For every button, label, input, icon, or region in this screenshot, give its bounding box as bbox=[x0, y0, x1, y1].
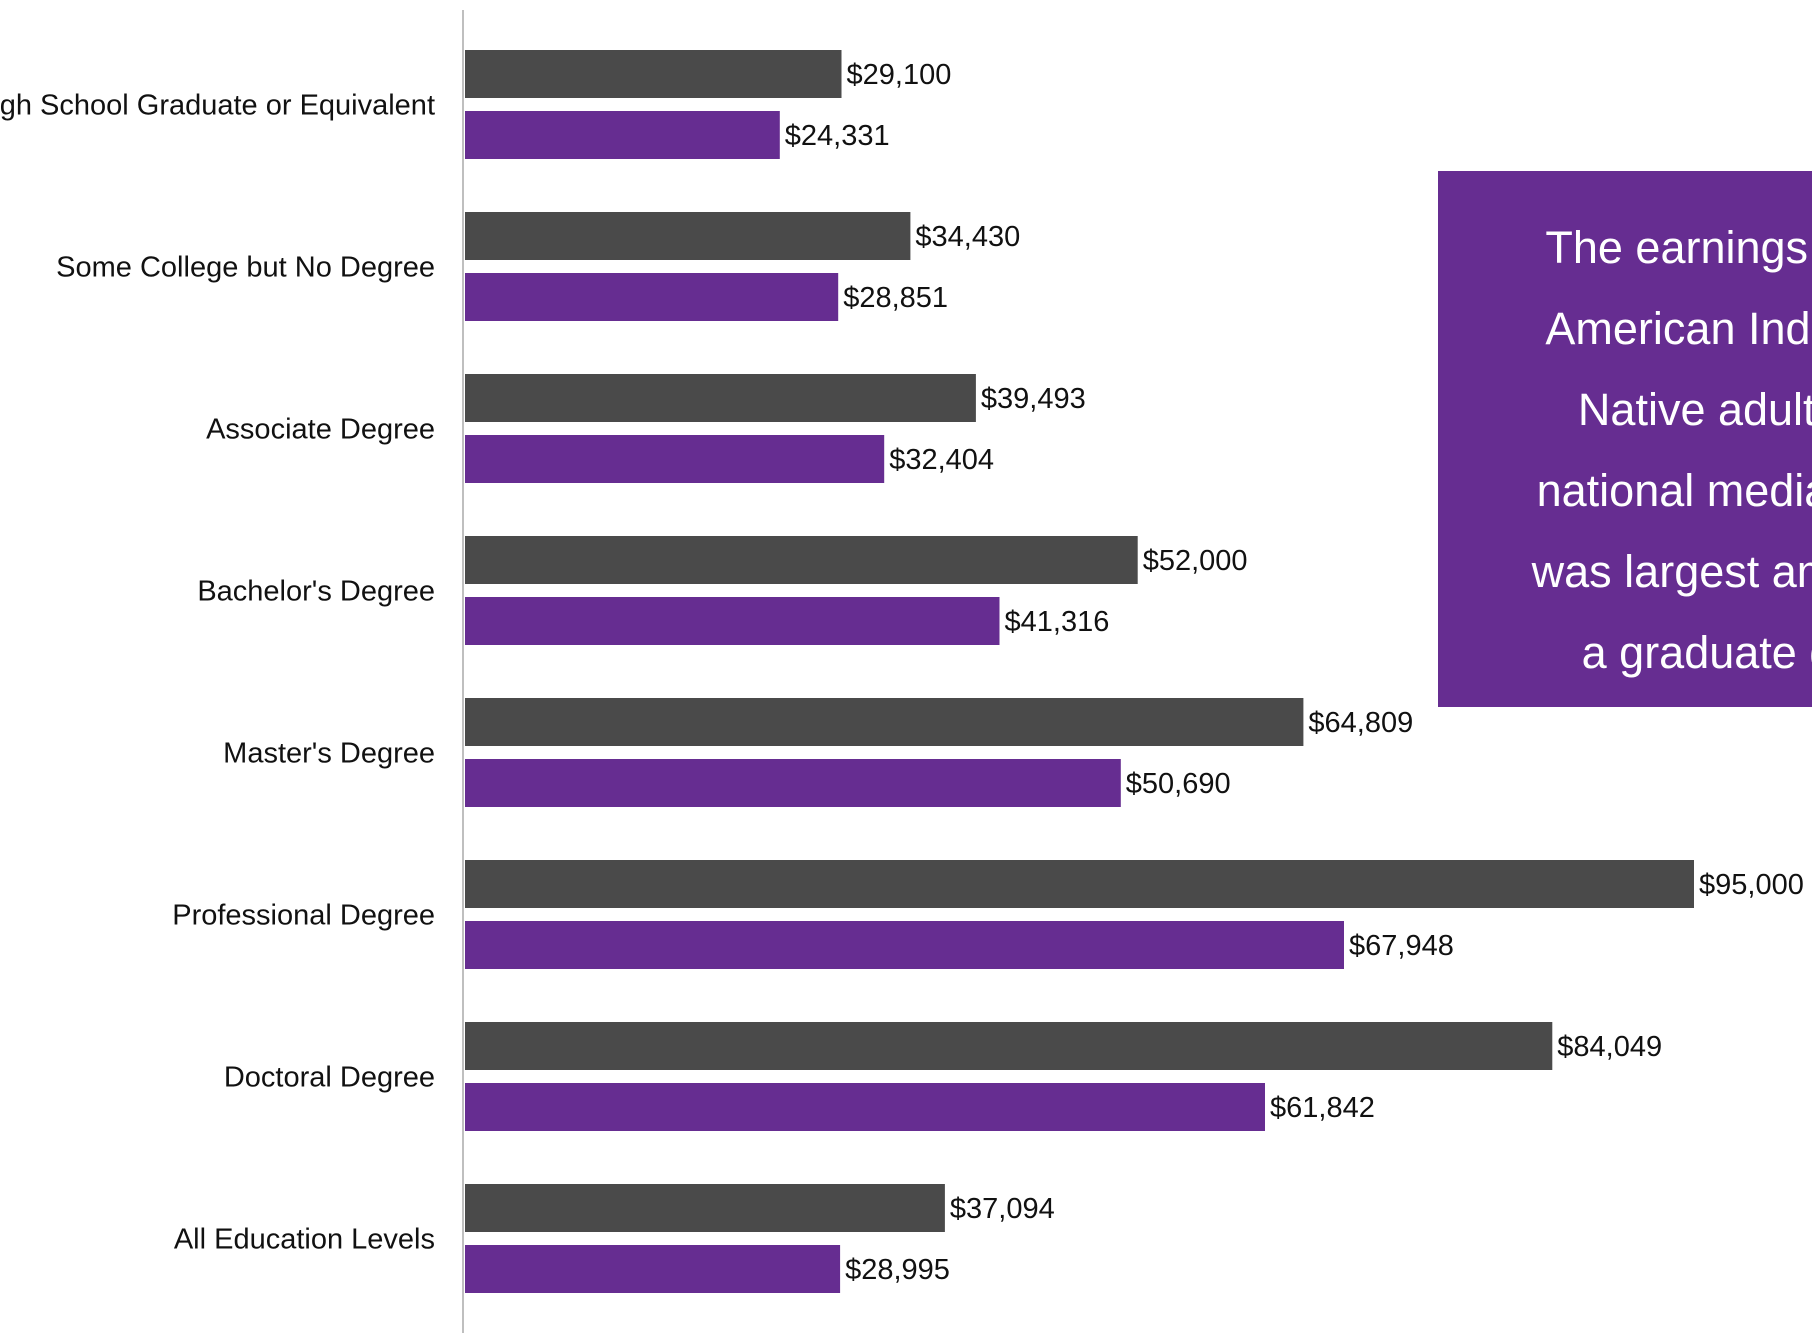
value-label-series-1-7: $37,094 bbox=[950, 1193, 1055, 1225]
category-label-3: Bachelor's Degree bbox=[197, 576, 435, 608]
value-label-series-1-0: $29,100 bbox=[847, 59, 952, 91]
category-label-1: Some College but No Degree bbox=[56, 252, 435, 284]
value-label-series-1-2: $39,493 bbox=[981, 383, 1086, 415]
value-label-series-2-5: $67,948 bbox=[1349, 930, 1454, 962]
value-label-series-1-6: $84,049 bbox=[1557, 1031, 1662, 1063]
category-label-2: Associate Degree bbox=[206, 414, 435, 446]
category-label-4: Master's Degree bbox=[223, 738, 435, 770]
bar-series-2-1 bbox=[465, 273, 839, 321]
bar-series-1-3 bbox=[465, 536, 1138, 584]
callout-line-3: national median f bbox=[1536, 465, 1812, 516]
bar-series-2-6 bbox=[465, 1083, 1265, 1131]
bar-series-2-3 bbox=[465, 597, 1000, 645]
value-label-series-2-6: $61,842 bbox=[1270, 1092, 1375, 1124]
category-label-6: Doctoral Degree bbox=[224, 1062, 435, 1094]
value-label-series-1-1: $34,430 bbox=[915, 221, 1020, 253]
value-label-series-2-2: $32,404 bbox=[889, 444, 994, 476]
value-label-series-2-0: $24,331 bbox=[785, 120, 890, 152]
value-label-series-2-1: $28,851 bbox=[843, 282, 948, 314]
value-labels-group: $29,100 $24,331 $34,430 $28,851 $39,493 $32,4… bbox=[785, 59, 1804, 1286]
bars-group bbox=[465, 50, 1694, 1293]
bar-series-2-0 bbox=[465, 111, 780, 159]
value-label-series-1-4: $64,809 bbox=[1308, 707, 1413, 739]
category-label-7: All Education Levels bbox=[174, 1224, 435, 1256]
value-label-series-2-3: $41,316 bbox=[1005, 606, 1110, 638]
value-label-series-1-5: $95,000 bbox=[1699, 869, 1804, 901]
bar-series-2-5 bbox=[465, 921, 1344, 969]
bar-series-1-5 bbox=[465, 860, 1694, 908]
category-label-5: Professional Degree bbox=[172, 900, 435, 932]
bar-series-1-7 bbox=[465, 1184, 945, 1232]
bar-series-2-4 bbox=[465, 759, 1121, 807]
category-label-0: High School Graduate or Equivalent bbox=[0, 90, 435, 122]
callout-text: The earnings ga American Indian Native adu… bbox=[1478, 207, 1812, 693]
value-label-series-2-7: $28,995 bbox=[845, 1254, 950, 1286]
value-label-series-1-3: $52,000 bbox=[1143, 545, 1248, 577]
bar-series-1-1 bbox=[465, 212, 911, 260]
callout-line-4: was largest amon bbox=[1531, 546, 1812, 597]
category-labels-group: High School Graduate or Equivalent Some C… bbox=[0, 90, 435, 1256]
callout-box: The earnings ga American Indian Native adu… bbox=[1438, 171, 1812, 707]
bar-series-2-2 bbox=[465, 435, 885, 483]
bar-series-2-7 bbox=[465, 1245, 841, 1293]
value-label-series-2-4: $50,690 bbox=[1126, 768, 1231, 800]
callout-line-1: American Indian bbox=[1545, 303, 1812, 354]
bar-series-1-4 bbox=[465, 698, 1304, 746]
callout-line-5: a graduate d bbox=[1581, 627, 1812, 678]
callout-line-0: The earnings ga bbox=[1545, 222, 1809, 273]
bar-series-1-0 bbox=[465, 50, 842, 98]
callout-line-2: Native adults bbox=[1577, 384, 1812, 435]
bar-series-1-6 bbox=[465, 1022, 1553, 1070]
bar-series-1-2 bbox=[465, 374, 976, 422]
